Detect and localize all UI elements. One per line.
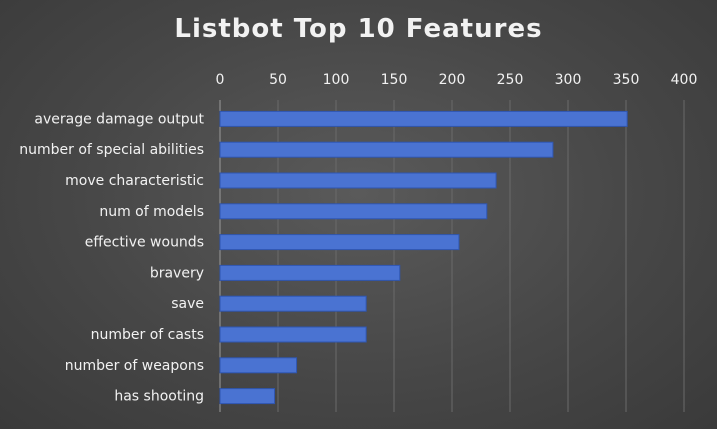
bar [219,357,298,374]
x-tick-label: 0 [216,72,225,88]
category-label: has shooting [114,389,204,405]
category-label: effective wounds [85,235,204,251]
bar [219,203,488,220]
x-tick-label: 400 [671,72,698,88]
x-tick-label: 50 [269,72,287,88]
bar [219,172,497,189]
x-tick-label: 150 [381,72,408,88]
category-label: average damage output [34,111,204,127]
chart-title: Listbot Top 10 Features [174,14,543,44]
x-tick-label: 300 [555,72,582,88]
category-label: save [171,296,204,312]
x-tick-label: 200 [439,72,466,88]
category-label: move characteristic [65,173,204,189]
bar [219,141,554,158]
x-tick-label: 250 [497,72,524,88]
x-tick-label: 100 [323,72,350,88]
x-tick-label: 350 [613,72,640,88]
bar [219,234,460,251]
bar [219,388,276,405]
bar [219,326,367,343]
bar [219,295,367,312]
category-label: bravery [150,265,204,281]
category-label: number of special abilities [19,142,204,158]
category-label: number of weapons [65,358,204,374]
category-label: number of casts [91,327,204,343]
bar [219,110,628,127]
category-label: num of models [99,204,204,220]
bar [219,264,401,281]
